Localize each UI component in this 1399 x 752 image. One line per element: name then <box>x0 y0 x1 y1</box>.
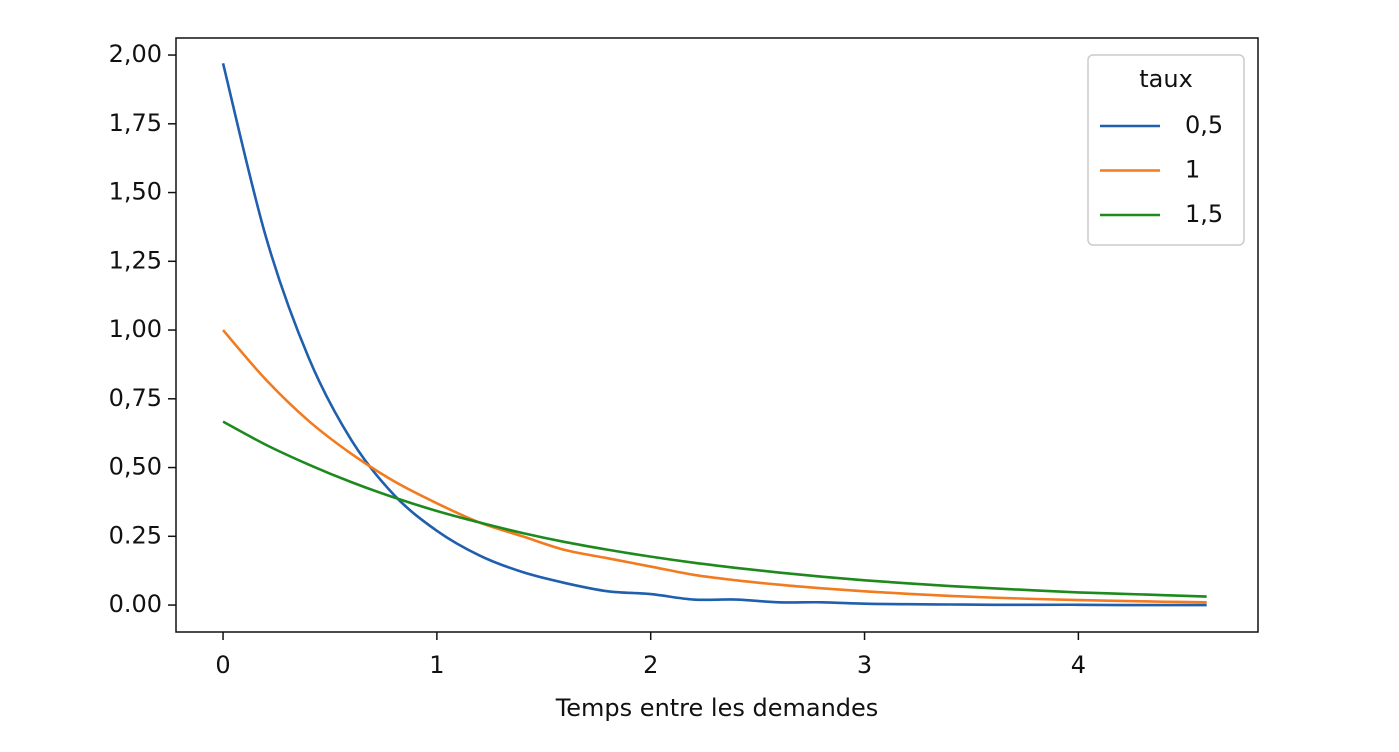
x-tick-label: 2 <box>643 651 658 679</box>
series-line <box>221 62 1207 607</box>
y-tick-label: 2,00 <box>109 40 162 68</box>
y-tick-label: 0,50 <box>109 453 162 481</box>
x-axis-label: Temps entre les demandes <box>555 694 879 722</box>
y-tick-label: 0.25 <box>109 521 162 549</box>
series-line <box>222 329 1207 604</box>
x-tick-label: 1 <box>429 651 444 679</box>
legend-label: 1,5 <box>1185 200 1223 228</box>
y-tick-label: 0,75 <box>109 384 162 412</box>
y-tick-label: 1,25 <box>109 246 162 274</box>
y-tick-label: 1,00 <box>109 315 162 343</box>
legend-label: 0,5 <box>1185 111 1223 139</box>
plot-frame <box>175 37 1259 633</box>
legend-label: 1 <box>1185 156 1200 184</box>
x-tick-label: 3 <box>857 651 872 679</box>
legend-title: taux <box>1139 65 1193 93</box>
x-tick-label: 4 <box>1071 651 1086 679</box>
series-line <box>222 420 1207 598</box>
y-tick-label: 1,75 <box>109 109 162 137</box>
x-tick-label: 0 <box>215 651 230 679</box>
y-tick-label: 0.00 <box>109 590 162 618</box>
legend-box <box>1087 54 1245 246</box>
y-tick-label: 1,50 <box>109 178 162 206</box>
